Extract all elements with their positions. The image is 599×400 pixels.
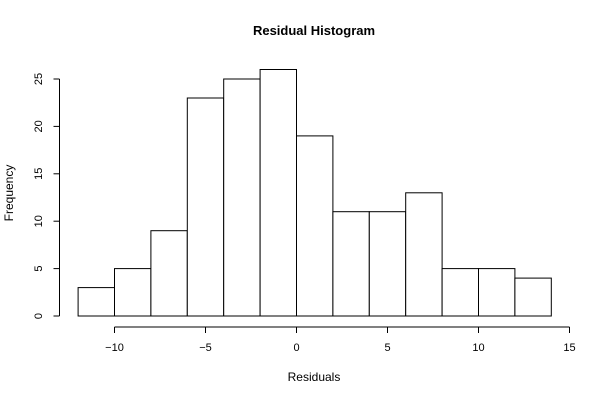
histogram-bar bbox=[514, 277, 552, 317]
y-tick-label: 25 bbox=[33, 73, 45, 85]
histogram-bar bbox=[405, 192, 443, 317]
histogram-bar bbox=[332, 211, 370, 317]
histogram-bar bbox=[441, 268, 480, 317]
y-tick-label: 15 bbox=[33, 168, 45, 180]
x-tick-label: 15 bbox=[563, 342, 575, 354]
histogram-bar bbox=[77, 287, 115, 317]
x-tick-label: 0 bbox=[293, 342, 299, 354]
x-axis: −10 −5 0 5 10 15 bbox=[105, 326, 576, 354]
x-tick-label: −10 bbox=[105, 342, 124, 354]
y-tick-label: 10 bbox=[33, 215, 45, 227]
histogram-bar bbox=[368, 211, 407, 317]
histogram-bar bbox=[186, 97, 225, 317]
y-tick-label: 20 bbox=[33, 120, 45, 132]
histogram-bar bbox=[296, 135, 334, 317]
y-tick-label: 0 bbox=[33, 313, 45, 319]
y-axis: 0 5 10 15 20 25 bbox=[33, 73, 60, 319]
histogram-bar bbox=[150, 230, 188, 317]
y-axis-label: Frequency bbox=[2, 165, 16, 222]
bars-group bbox=[77, 69, 552, 317]
histogram-bar bbox=[259, 69, 298, 317]
histogram-bar bbox=[114, 268, 152, 317]
histogram-bar bbox=[478, 268, 516, 317]
chart-title: Residual Histogram bbox=[253, 23, 375, 38]
x-tick-label: 10 bbox=[472, 342, 484, 354]
x-tick-label: −5 bbox=[199, 342, 212, 354]
y-tick-label: 5 bbox=[33, 266, 45, 272]
x-axis-label: Residuals bbox=[288, 370, 341, 384]
x-tick-label: 5 bbox=[384, 342, 390, 354]
histogram-bar bbox=[223, 78, 261, 317]
